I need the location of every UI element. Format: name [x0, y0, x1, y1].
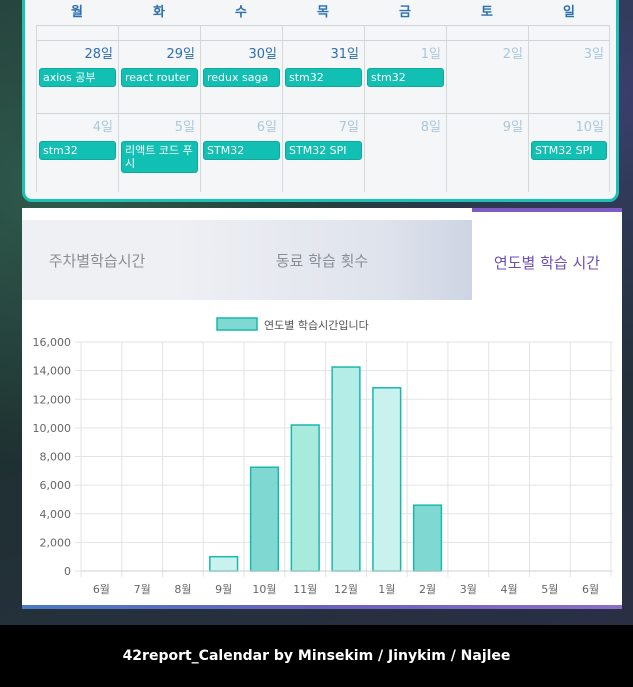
calendar-day[interactable]: 30일 redux saga — [200, 41, 282, 113]
y-tick-label: 0 — [64, 565, 71, 578]
weekday-fri: 금 — [399, 5, 411, 20]
chart-bar — [209, 555, 239, 572]
calendar-day[interactable]: 3일 — [528, 41, 610, 113]
calendar-event[interactable]: STM32 SPI — [531, 141, 607, 160]
x-tick-label: 11월 — [293, 583, 317, 596]
weekday-sat: 토 — [481, 5, 493, 20]
yearly-study-card: 주차별학습시간 동료 학습 횟수 연도별 학습 시간 연도별 학습시간입니다 0 2… — [22, 208, 622, 608]
x-tick-label: 8월 — [174, 583, 191, 596]
day-number: 29일 — [166, 47, 195, 62]
calendar-event[interactable]: react router — [121, 68, 198, 87]
calendar-day[interactable]: 8일 — [364, 114, 446, 192]
weekday-mon: 월 — [71, 5, 83, 20]
calendar-week: 28일 axios 공부 29일 react router 30일 redux saga 3… — [36, 40, 610, 113]
calendar-event[interactable]: STM32 SPI — [285, 141, 362, 160]
day-number: 8일 — [420, 120, 441, 135]
day-number: 9일 — [502, 120, 523, 135]
y-tick-label: 12,000 — [33, 393, 72, 406]
calendar-event[interactable]: stm32 — [367, 68, 444, 87]
day-number: 7일 — [338, 120, 359, 135]
calendar-day[interactable]: 10일 STM32 SPI — [528, 114, 610, 192]
calendar-partial-row — [36, 25, 610, 40]
chart-bar — [249, 466, 280, 572]
calendar-day[interactable]: 6일 STM32 — [200, 114, 282, 192]
day-number: 3일 — [583, 47, 604, 62]
tab-peer-study-count[interactable]: 동료 학습 횟수 — [172, 220, 472, 300]
footer-credit: 42report_Calendar by Minsekim / Jinykim … — [122, 648, 511, 664]
legend-label: 연도별 학습시간입니다 — [264, 319, 369, 332]
calendar-day[interactable]: 9일 — [446, 114, 528, 192]
legend-swatch — [216, 317, 258, 331]
chart-bar — [331, 366, 361, 572]
y-tick-label: 4,000 — [40, 508, 72, 521]
footer: 42report_Calendar by Minsekim / Jinykim … — [0, 625, 633, 687]
chart-tabs: 주차별학습시간 동료 학습 횟수 연도별 학습 시간 — [22, 208, 622, 300]
day-number: 5일 — [174, 120, 195, 135]
calendar-card: 월 화 수 목 금 토 일 28일 axios 공부 29일 react router… — [22, 0, 619, 202]
calendar-day[interactable]: 29일 react router — [118, 41, 200, 113]
weekday-wed: 수 — [235, 5, 247, 20]
calendar-grid: 월 화 수 목 금 토 일 28일 axios 공부 29일 react router… — [36, 0, 610, 192]
chart-bar — [290, 424, 320, 572]
calendar-day[interactable]: 2일 — [446, 41, 528, 113]
day-number: 31일 — [330, 47, 359, 62]
day-number: 28일 — [84, 47, 113, 62]
day-number: 10일 — [575, 120, 604, 135]
yearly-study-chart: 연도별 학습시간입니다 0 2,000 4,000 6,000 8,000 10,000 12… — [33, 317, 613, 596]
tab-weekly-study-time[interactable]: 주차별학습시간 — [22, 220, 172, 300]
weekday-thu: 목 — [317, 5, 329, 20]
calendar-day[interactable]: 1일 stm32 — [364, 41, 446, 113]
calendar-day[interactable]: 7일 STM32 SPI — [282, 114, 364, 192]
chart-bar — [412, 504, 443, 572]
calendar-week: 4일 stm32 5일 리액트 코드 푸시 6일 STM32 7일 STM32 SPI 8일 9일… — [36, 113, 610, 192]
y-tick-label: 6,000 — [40, 479, 72, 492]
day-number: 6일 — [256, 120, 277, 135]
x-tick-label: 6월 — [582, 583, 599, 596]
calendar-event[interactable]: axios 공부 — [39, 68, 116, 87]
y-tick-label: 8,000 — [40, 451, 72, 464]
card-accent-bar — [22, 605, 622, 609]
y-tick-label: 14,000 — [33, 365, 72, 378]
x-tick-label: 4월 — [501, 583, 518, 596]
calendar-day[interactable]: 28일 axios 공부 — [36, 41, 118, 113]
x-tick-label: 3월 — [460, 583, 477, 596]
x-tick-label: 6월 — [93, 583, 110, 596]
day-number: 4일 — [92, 120, 113, 135]
x-tick-label: 12월 — [334, 583, 358, 596]
calendar-event[interactable]: 리액트 코드 푸시 — [121, 141, 198, 173]
tab-yearly-study-time[interactable]: 연도별 학습 시간 — [472, 208, 622, 300]
calendar-day[interactable]: 4일 stm32 — [36, 114, 118, 192]
x-tick-label: 2월 — [419, 583, 436, 596]
y-tick-label: 10,000 — [33, 422, 72, 435]
weekday-header: 월 화 수 목 금 토 일 — [36, 0, 610, 25]
x-tick-label: 10월 — [252, 583, 276, 596]
weekday-sun: 일 — [563, 5, 575, 20]
y-tick-label: 16,000 — [33, 336, 72, 349]
x-tick-label: 7월 — [134, 583, 151, 596]
chart-bar — [372, 387, 402, 572]
calendar-event[interactable]: STM32 — [203, 141, 280, 160]
weekday-tue: 화 — [153, 5, 165, 20]
y-tick-label: 2,000 — [40, 536, 72, 549]
calendar-event[interactable]: stm32 — [285, 68, 362, 87]
calendar-event[interactable]: redux saga — [203, 68, 280, 87]
calendar-event[interactable]: stm32 — [39, 141, 116, 160]
calendar-day[interactable]: 31일 stm32 — [282, 41, 364, 113]
day-number: 2일 — [502, 47, 523, 62]
day-number: 30일 — [248, 47, 277, 62]
x-tick-label: 5월 — [541, 583, 558, 596]
day-number: 1일 — [420, 47, 441, 62]
x-tick-label: 1월 — [378, 583, 395, 596]
x-tick-label: 9월 — [215, 583, 232, 596]
